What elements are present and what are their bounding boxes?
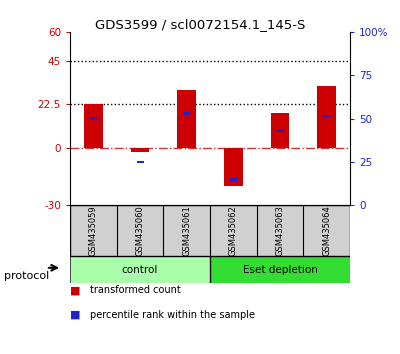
Text: percentile rank within the sample: percentile rank within the sample (90, 310, 255, 320)
Bar (163, 205, 210, 256)
Bar (136, 160, 144, 164)
Text: GDS3599 / scl0072154.1_145-S: GDS3599 / scl0072154.1_145-S (95, 18, 305, 31)
Text: protocol: protocol (4, 272, 49, 281)
Text: GSM435061: GSM435061 (182, 205, 191, 256)
Bar (323, 115, 330, 118)
Bar (271, 113, 289, 148)
Text: GSM435059: GSM435059 (89, 205, 98, 256)
Text: GSM435064: GSM435064 (322, 205, 331, 256)
Bar (257, 205, 303, 256)
Bar (117, 205, 163, 256)
Bar (210, 205, 257, 256)
Text: control: control (122, 264, 158, 275)
Text: Eset depletion: Eset depletion (242, 264, 318, 275)
Text: transformed count: transformed count (90, 285, 181, 295)
Bar (224, 148, 243, 186)
Bar (84, 104, 103, 148)
Text: GSM435063: GSM435063 (276, 205, 284, 256)
Bar (70, 205, 350, 256)
Bar (210, 256, 350, 283)
Bar (317, 86, 336, 148)
Bar (131, 148, 149, 152)
Bar (303, 205, 350, 256)
Text: ■: ■ (70, 285, 80, 295)
Bar (183, 112, 190, 115)
Bar (70, 205, 117, 256)
Text: GSM435060: GSM435060 (136, 205, 144, 256)
Bar (70, 256, 210, 283)
Text: ■: ■ (70, 310, 80, 320)
Bar (230, 178, 237, 181)
Bar (90, 117, 97, 120)
Text: GSM435062: GSM435062 (229, 205, 238, 256)
Bar (177, 90, 196, 148)
Bar (276, 129, 284, 132)
